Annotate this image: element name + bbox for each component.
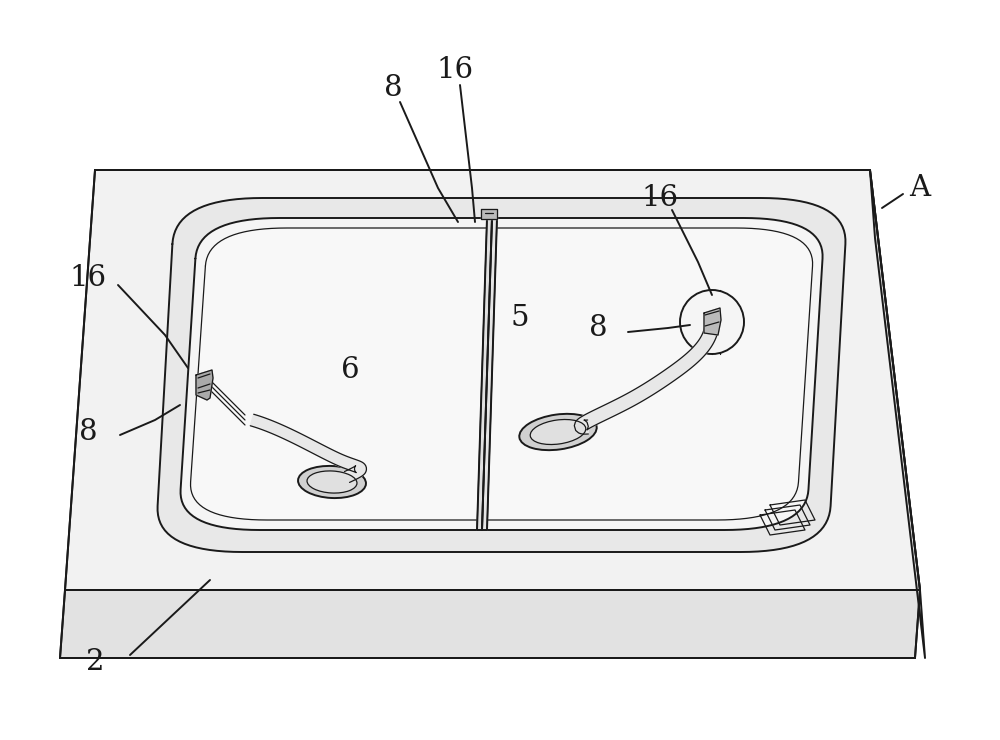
Text: 16: 16 <box>641 184 679 212</box>
Polygon shape <box>482 218 497 530</box>
Text: 16: 16 <box>69 264 107 292</box>
Text: 8: 8 <box>79 418 97 446</box>
Polygon shape <box>477 218 492 530</box>
Text: 5: 5 <box>511 304 529 332</box>
Polygon shape <box>574 322 719 434</box>
Text: 8: 8 <box>384 74 402 102</box>
Polygon shape <box>181 218 823 530</box>
Polygon shape <box>158 198 845 552</box>
Circle shape <box>680 290 744 354</box>
Text: 6: 6 <box>341 356 359 384</box>
Polygon shape <box>870 170 925 658</box>
Ellipse shape <box>519 414 597 450</box>
Polygon shape <box>60 590 920 658</box>
Polygon shape <box>191 228 813 520</box>
Text: 2: 2 <box>86 648 104 676</box>
Ellipse shape <box>530 420 586 445</box>
Text: 16: 16 <box>436 56 474 84</box>
Polygon shape <box>196 370 213 400</box>
Polygon shape <box>481 209 497 219</box>
Polygon shape <box>250 414 366 482</box>
Polygon shape <box>65 170 920 590</box>
Ellipse shape <box>307 471 357 493</box>
Text: 8: 8 <box>589 314 607 342</box>
Ellipse shape <box>298 466 366 498</box>
Text: A: A <box>909 174 931 202</box>
Polygon shape <box>704 308 721 335</box>
